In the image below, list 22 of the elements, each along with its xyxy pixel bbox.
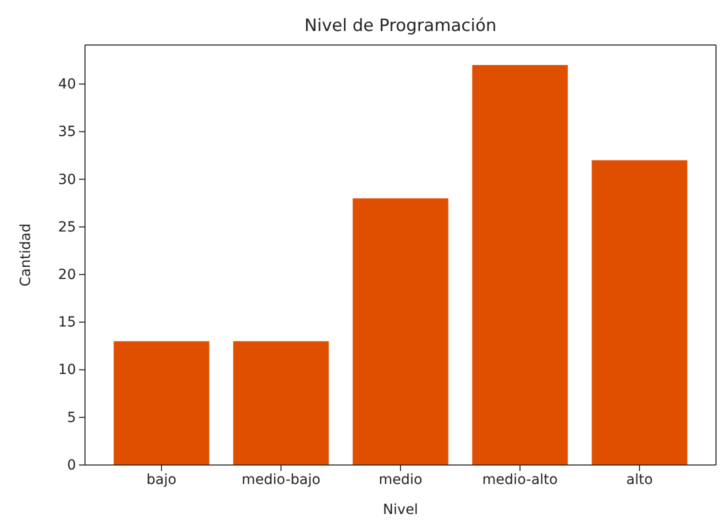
y-tick-label: 15	[58, 314, 76, 331]
y-tick-label: 25	[58, 219, 76, 236]
bar	[114, 341, 210, 465]
bar	[233, 341, 329, 465]
x-axis-title: Nivel	[382, 502, 418, 518]
y-tick-label: 40	[58, 76, 76, 93]
x-tick-label: medio	[378, 472, 422, 488]
y-tick-label: 5	[67, 410, 76, 426]
x-tick-label: medio-alto	[482, 472, 558, 488]
y-tick-label: 0	[67, 457, 76, 474]
y-tick-label: 10	[58, 362, 76, 378]
x-tick-label: alto	[626, 472, 653, 488]
bar	[472, 65, 568, 465]
x-tick-label: bajo	[146, 472, 176, 488]
y-tick-label: 35	[58, 124, 76, 140]
y-tick-label: 30	[58, 172, 76, 188]
y-axis-title: Cantidad	[18, 224, 34, 286]
bar	[352, 198, 448, 465]
bar	[592, 160, 688, 465]
y-tick-label: 20	[58, 267, 76, 284]
chart-title: Nivel de Programación	[304, 16, 497, 36]
x-tick-label: medio-bajo	[242, 472, 320, 488]
